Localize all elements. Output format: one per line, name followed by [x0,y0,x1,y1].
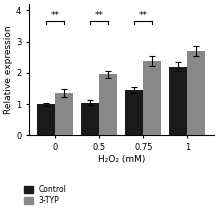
Bar [81,103,99,135]
Y-axis label: Relative expression: Relative expression [4,26,13,114]
Bar [99,74,118,135]
Bar [55,93,73,135]
X-axis label: H₂O₂ (mM): H₂O₂ (mM) [98,155,145,164]
Bar [143,61,162,135]
Text: **: ** [139,11,148,20]
Bar [125,90,143,135]
Text: **: ** [51,11,60,20]
Text: **: ** [95,11,104,20]
Bar [169,67,187,135]
Bar [37,104,55,135]
Legend: Control, 3-TYP: Control, 3-TYP [24,185,67,205]
Bar [187,51,205,135]
